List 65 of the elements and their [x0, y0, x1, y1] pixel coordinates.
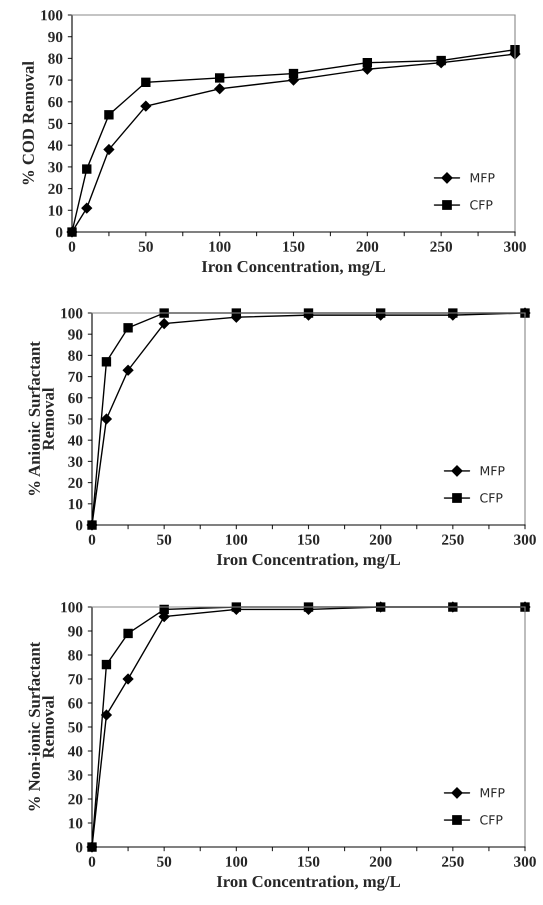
y-tick-label: 80 [68, 350, 82, 361]
x-tick-label: 100 [226, 534, 248, 545]
y-tick-label: 40 [68, 746, 82, 756]
x-tick-label: 250 [442, 856, 464, 867]
legend-label: MFP [480, 788, 505, 798]
y-tick-label: 30 [68, 770, 82, 780]
y-tick-label: 0 [76, 842, 82, 852]
x-tick-label: 100 [226, 856, 248, 867]
y-tick-label: 60 [48, 96, 62, 108]
x-tick-label: 300 [514, 534, 536, 545]
y-tick-label: 70 [68, 372, 82, 382]
x-tick-label: 300 [504, 241, 526, 252]
y-tick-label: 10 [68, 498, 82, 510]
x-tick-label: 200 [370, 856, 392, 867]
y-tick-label: 20 [48, 184, 62, 194]
x-axis-title: Iron Concentration, mg/L [202, 260, 386, 276]
y-tick-label: 100 [41, 10, 62, 20]
x-axis-title: Iron Concentration, mg/L [216, 553, 400, 569]
y-tick-label: 0 [56, 227, 62, 238]
y-tick-label: 60 [68, 698, 82, 708]
y-tick-label: 10 [48, 205, 62, 216]
y-tick-label: 20 [68, 794, 82, 804]
legend-label: CFP [470, 200, 493, 210]
y-tick-label: 10 [68, 818, 82, 828]
y-tick-label: 50 [68, 722, 82, 732]
y-tick-label: 70 [68, 674, 82, 684]
y-tick-label: 70 [48, 75, 62, 86]
legend-label: CFP [480, 815, 503, 825]
x-tick-label: 250 [442, 534, 464, 545]
x-tick-label: 250 [430, 241, 452, 252]
y-tick-label: 30 [68, 456, 82, 467]
x-tick-label: 50 [157, 856, 172, 867]
y-axis-title: % Anionic Surfactant Removal [28, 341, 54, 496]
x-tick-label: 0 [88, 534, 96, 545]
y-tick-label: 60 [68, 392, 82, 404]
y-tick-label: 100 [61, 602, 82, 612]
legend-label: MFP [470, 173, 495, 182]
x-tick-label: 300 [514, 856, 536, 867]
x-tick-label: 50 [157, 534, 172, 545]
x-tick-label: 0 [88, 856, 96, 867]
x-tick-label: 150 [283, 241, 304, 252]
y-tick-label: 30 [48, 162, 62, 172]
y-tick-label: 90 [68, 626, 82, 636]
y-tick-label: 80 [68, 650, 82, 660]
x-tick-label: 100 [209, 241, 231, 252]
legend-label: MFP [480, 466, 505, 476]
x-tick-label: 50 [138, 241, 153, 252]
y-tick-label: 40 [68, 435, 82, 446]
y-tick-label: 80 [48, 54, 62, 64]
y-tick-label: 40 [48, 140, 62, 151]
y-tick-label: 90 [68, 329, 82, 340]
x-axis-title: Iron Concentration, mg/L [216, 875, 400, 891]
x-tick-label: 200 [356, 241, 378, 252]
y-tick-label: 50 [48, 118, 62, 129]
y-tick-label: 50 [68, 414, 82, 424]
y-axis-title: % COD Removal [22, 61, 34, 184]
y-tick-label: 20 [68, 478, 82, 488]
y-tick-label: 90 [48, 32, 62, 42]
y-tick-label: 0 [76, 520, 82, 530]
x-tick-label: 150 [298, 534, 320, 545]
x-tick-label: 150 [298, 856, 320, 867]
y-axis-title: % Non-ionic Surfactant Removal [28, 642, 54, 810]
y-tick-label: 100 [61, 308, 82, 318]
legend-label: CFP [480, 493, 503, 503]
x-tick-label: 200 [370, 534, 392, 545]
